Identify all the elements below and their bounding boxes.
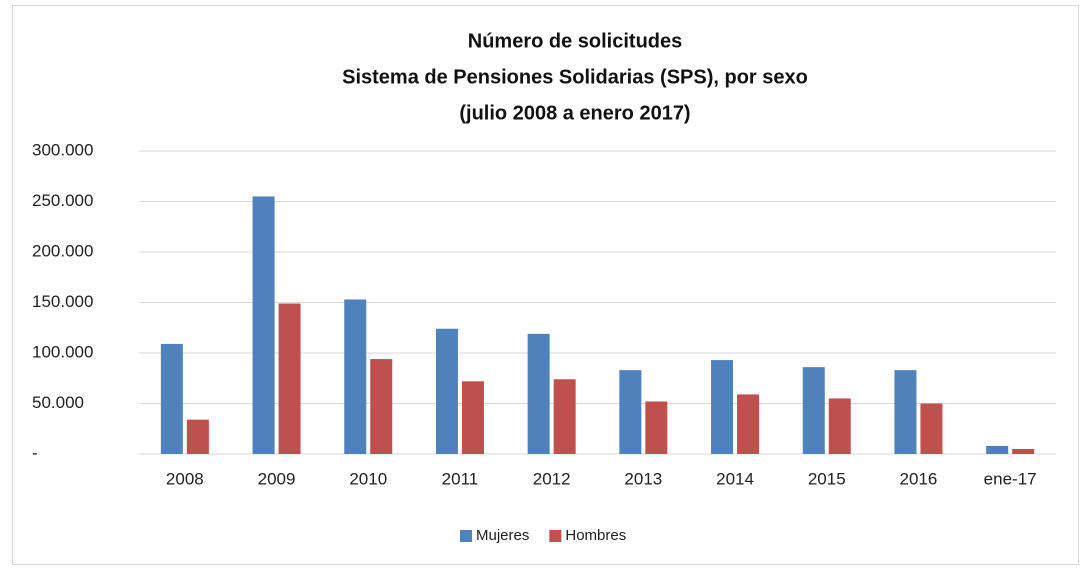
x-tick-label: 2012 <box>533 469 571 488</box>
legend-label: Mujeres <box>476 527 529 544</box>
bar <box>802 367 825 454</box>
x-tick-label: ene-17 <box>984 469 1037 488</box>
bar <box>645 401 668 454</box>
legend-swatch <box>549 530 562 542</box>
bar <box>370 359 393 454</box>
x-tick-label: 2015 <box>808 469 846 488</box>
bar <box>435 328 458 454</box>
chart-title: (julio 2008 a enero 2017) <box>459 102 690 124</box>
x-tick-label: 2009 <box>258 469 296 488</box>
x-tick-label: 2013 <box>624 469 662 488</box>
bar <box>737 394 760 454</box>
bar <box>828 398 851 454</box>
x-tick-label: 2010 <box>349 469 387 488</box>
y-tick-label: 100.000 <box>32 342 93 361</box>
legend-swatch <box>460 530 472 542</box>
y-tick-label: 50.000 <box>32 393 84 412</box>
bar <box>461 381 484 454</box>
bar <box>619 370 642 454</box>
bar <box>252 196 275 454</box>
chart-border <box>12 5 1079 565</box>
bar <box>160 343 183 454</box>
bar <box>527 333 550 454</box>
bar <box>711 360 734 454</box>
x-tick-label: 2016 <box>900 469 938 488</box>
chart-title: Sistema de Pensiones Solidarias (SPS), p… <box>342 66 808 88</box>
y-tick-label: - <box>32 443 38 462</box>
bar <box>344 299 367 454</box>
bar <box>1012 448 1035 454</box>
bar <box>278 303 301 454</box>
y-tick-label: 150.000 <box>32 292 93 311</box>
bar <box>186 419 209 454</box>
x-tick-label: 2014 <box>716 469 754 488</box>
bar <box>553 379 576 454</box>
bar <box>986 445 1009 454</box>
chart-title: Número de solicitudes <box>468 30 683 52</box>
y-tick-label: 250.000 <box>32 191 93 210</box>
bar <box>920 403 943 454</box>
y-tick-label: 200.000 <box>32 241 93 260</box>
bar <box>894 370 917 454</box>
legend-label: Hombres <box>565 527 626 544</box>
y-tick-label: 300.000 <box>32 140 93 159</box>
x-tick-label: 2008 <box>166 469 204 488</box>
x-tick-label: 2011 <box>442 469 479 488</box>
